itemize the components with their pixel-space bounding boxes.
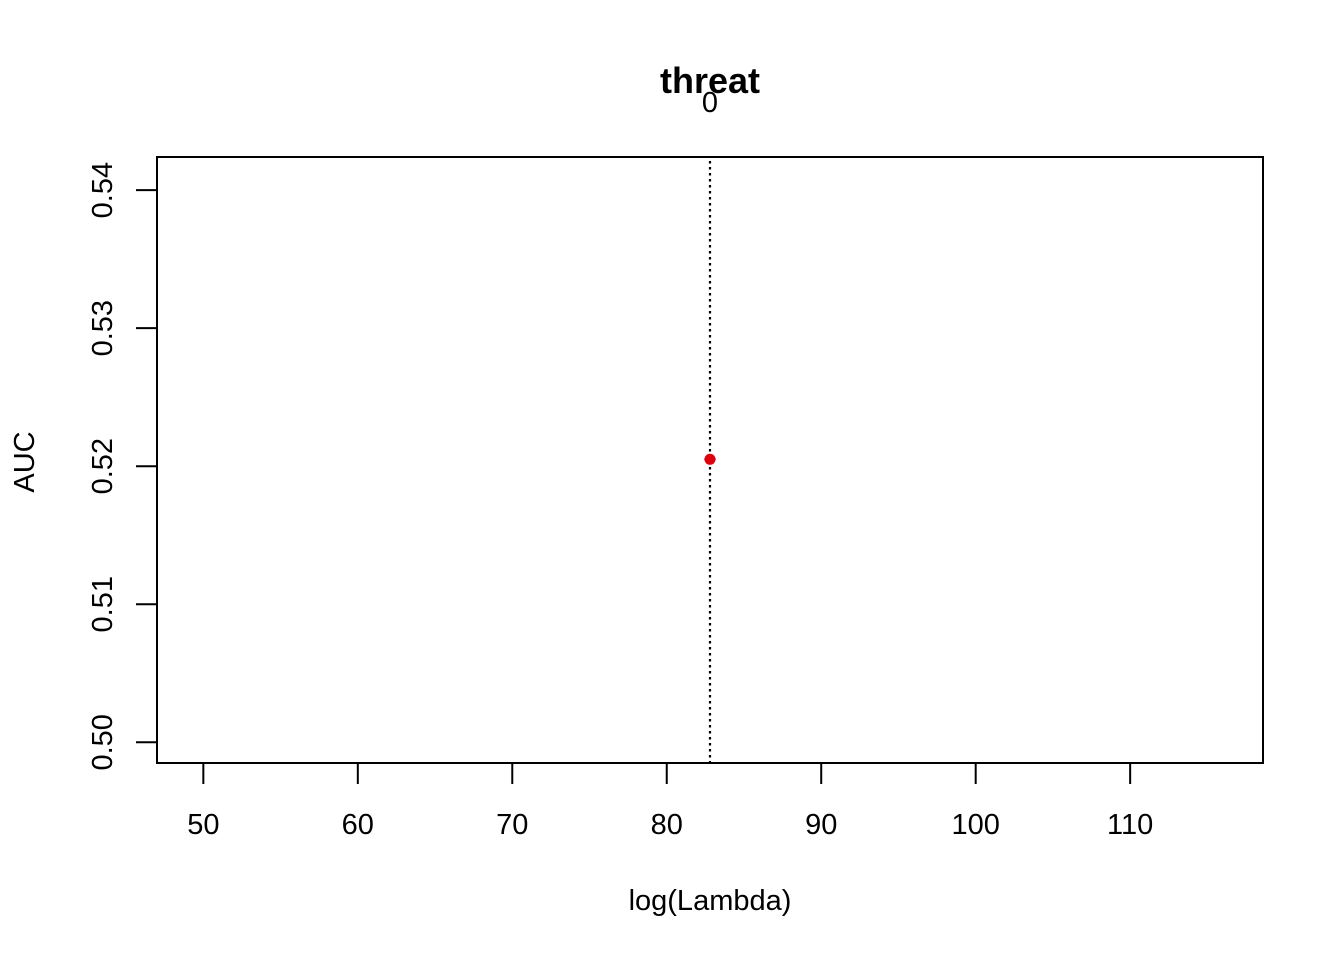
y-tick-label: 0.52 [87, 438, 119, 494]
x-tick-label: 50 [187, 809, 219, 841]
y-tick-label: 0.50 [87, 714, 119, 770]
top-axis-label: 0 [702, 87, 718, 119]
y-tick-label: 0.54 [87, 162, 119, 218]
y-tick-label: 0.51 [87, 576, 119, 632]
x-axis-label: log(Lambda) [629, 885, 792, 917]
y-axis-label: AUC [9, 431, 41, 492]
data-point [704, 453, 716, 465]
x-axis: 50 60 70 80 90 100 110 [187, 762, 1153, 841]
y-tick-label: 0.53 [87, 300, 119, 356]
x-tick-label: 110 [1107, 809, 1153, 841]
x-tick-label: 100 [951, 809, 999, 841]
chart-title: threat [660, 60, 760, 101]
top-axis: 0 [702, 87, 718, 119]
x-tick-label: 90 [805, 809, 837, 841]
plot-frame [156, 156, 1264, 764]
x-tick-label: 70 [496, 809, 528, 841]
x-tick-label: 80 [651, 809, 683, 841]
y-axis: 0.50 0.51 0.52 0.53 0.54 [87, 162, 158, 771]
x-tick-label: 60 [342, 809, 374, 841]
data-marks [704, 161, 716, 763]
